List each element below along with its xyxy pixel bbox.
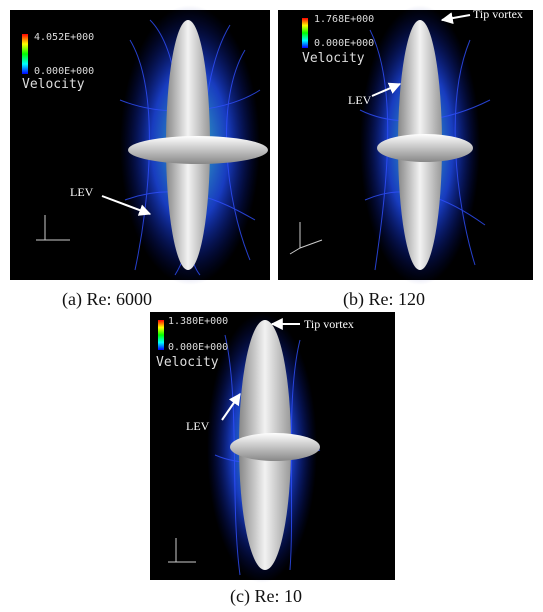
panel-b: 1.768E+000 0.000E+000 Velocity Tip vorte…	[278, 5, 533, 285]
panel-c: 1.380E+000 0.000E+000 Velocity Tip vorte…	[150, 312, 395, 583]
legend-min: 0.000E+000	[168, 342, 228, 353]
annotation: LEV	[186, 419, 210, 433]
color-bar	[22, 34, 28, 74]
legend-title: Velocity	[302, 51, 365, 66]
legend-title: Velocity	[156, 355, 219, 370]
caption: (b) Re: 120	[343, 289, 425, 310]
legend-max: 1.768E+000	[314, 14, 374, 25]
color-bar	[158, 320, 164, 350]
legend-min: 0.000E+000	[314, 38, 374, 49]
color-bar	[302, 18, 308, 48]
annotation: LEV	[70, 185, 94, 199]
annotation: Tip vortex	[473, 7, 523, 21]
panel-a: 4.052E+000 0.000E+000 Velocity LEV	[10, 5, 270, 285]
body	[128, 136, 268, 164]
legend-max: 1.380E+000	[168, 316, 228, 327]
figure: 4.052E+000 0.000E+000 Velocity LEV 1.768…	[0, 0, 543, 612]
legend-min: 0.000E+000	[34, 66, 94, 77]
annotation: LEV	[348, 93, 372, 107]
legend-max: 4.052E+000	[34, 32, 94, 43]
body	[230, 433, 320, 461]
body	[377, 134, 473, 162]
caption: (c) Re: 10	[230, 586, 302, 607]
legend-title: Velocity	[22, 77, 85, 92]
annotation: Tip vortex	[304, 317, 354, 331]
caption: (a) Re: 6000	[62, 289, 152, 310]
